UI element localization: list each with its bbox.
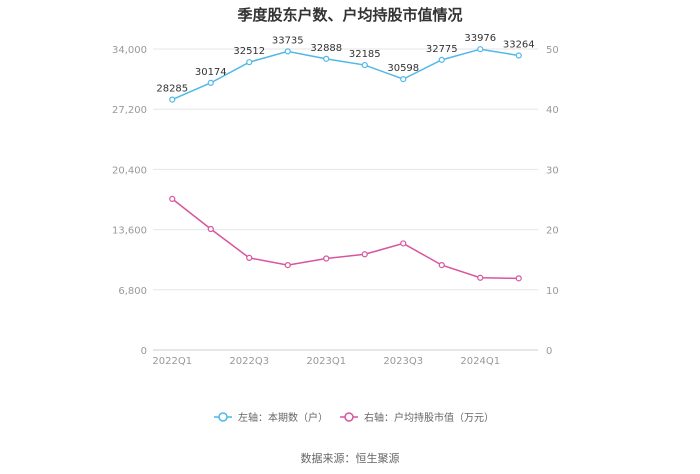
right-tick-label: 0	[546, 346, 552, 357]
right-tick-label: 10	[546, 286, 559, 297]
data-point	[207, 225, 214, 233]
series-layer: 28285 30174 32512 33735 32888 32185 30598 32775…	[156, 33, 535, 282]
left-tick-label: 27,200	[112, 105, 147, 116]
data-label: 28285	[156, 84, 188, 95]
data-point	[438, 262, 445, 269]
left-tick-label: 13,600	[112, 226, 147, 237]
data-point	[169, 96, 176, 103]
data-label: 33976	[464, 33, 496, 44]
right-axis-ticks: 0 10 20 30 40 50	[546, 45, 559, 357]
data-label: 33735	[272, 35, 304, 46]
x-tick-label: 2024Q1	[460, 356, 500, 367]
data-point	[246, 254, 253, 261]
data-point	[246, 59, 253, 66]
data-label: 32185	[349, 49, 381, 60]
data-point	[323, 255, 330, 262]
series-line-1	[171, 198, 519, 280]
data-label: 30598	[387, 63, 419, 74]
data-label: 32512	[233, 46, 265, 57]
left-tick-label: 6,800	[118, 286, 147, 297]
legend-marker	[344, 412, 354, 422]
data-point	[284, 262, 291, 269]
data-source: 数据来源：恒生聚源	[300, 452, 400, 465]
right-tick-label: 30	[546, 165, 559, 176]
data-label: 32775	[426, 44, 458, 55]
legend-marker	[218, 412, 228, 422]
data-label: 30174	[195, 67, 227, 78]
data-point	[169, 195, 176, 202]
left-axis-ticks: 0 6,800 13,600 20,400 27,200 34,000	[112, 45, 147, 357]
legend-label: 右轴：户均持股市值（万元）	[364, 411, 494, 424]
left-tick-label: 0	[141, 346, 147, 357]
legend: 左轴：本期数（户） 右轴：户均持股市值（万元）	[214, 411, 494, 424]
series-line-0	[171, 48, 519, 101]
legend-label: 左轴：本期数（户）	[238, 411, 328, 424]
data-point	[400, 76, 407, 83]
data-point	[361, 61, 368, 69]
data-point	[323, 55, 330, 62]
x-tick-label: 2022Q1	[152, 356, 192, 367]
right-tick-label: 40	[546, 105, 559, 116]
data-point	[515, 275, 522, 282]
data-point	[477, 274, 484, 281]
chart-title: 季度股东户数、户均持股市值情况	[237, 6, 463, 24]
x-tick-label: 2023Q1	[306, 356, 346, 367]
right-tick-label: 50	[546, 45, 559, 56]
data-point	[515, 52, 522, 59]
data-point	[438, 56, 445, 63]
x-tick-label: 2022Q3	[229, 356, 269, 367]
data-point	[284, 48, 291, 55]
data-label: 32888	[310, 43, 342, 54]
data-point	[207, 79, 214, 86]
data-point	[361, 251, 368, 258]
data-point	[477, 46, 484, 53]
data-label: 33264	[503, 40, 535, 51]
x-tick-label: 2023Q3	[383, 356, 423, 367]
left-tick-label: 34,000	[112, 45, 147, 56]
right-tick-label: 20	[546, 226, 559, 237]
x-axis-ticks: 2022Q1 2022Q3 2023Q1 2023Q3 2024Q1	[152, 356, 500, 367]
data-point	[400, 240, 407, 247]
grid-lines	[153, 48, 538, 351]
left-tick-label: 20,400	[112, 165, 147, 176]
